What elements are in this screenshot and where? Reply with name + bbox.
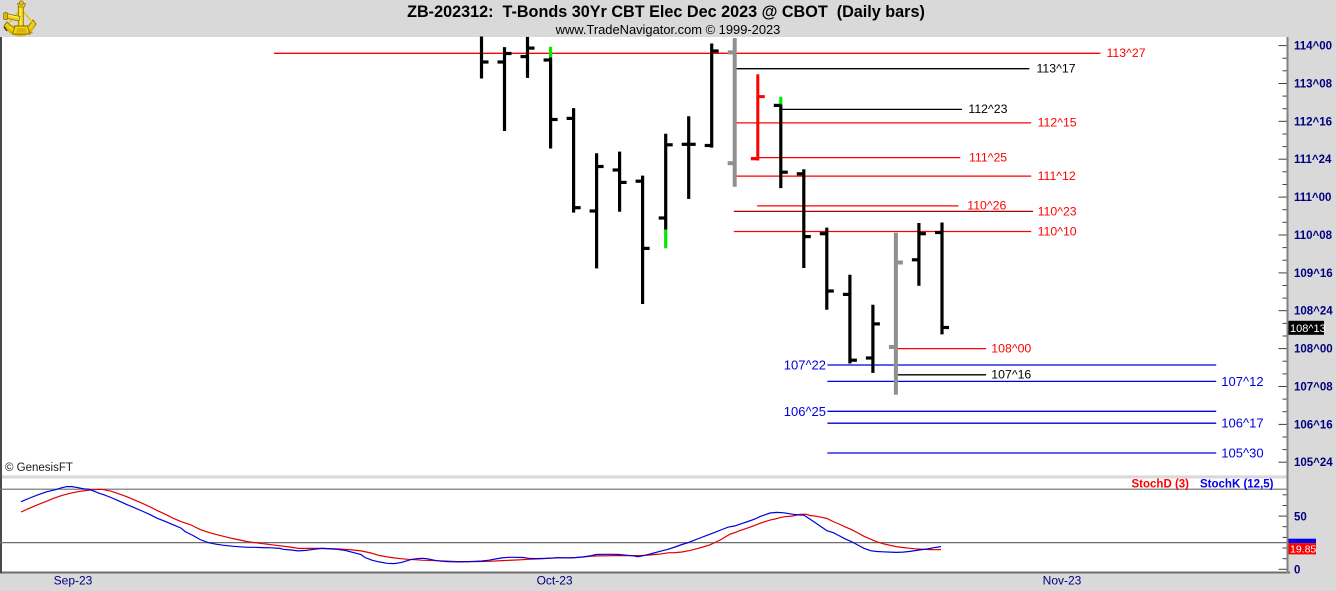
svg-text:112^15: 112^15 bbox=[1038, 116, 1077, 130]
svg-text:© GenesisFT: © GenesisFT bbox=[5, 462, 73, 474]
svg-text:111^24: 111^24 bbox=[1294, 154, 1332, 166]
svg-text:111^00: 111^00 bbox=[1294, 192, 1331, 204]
svg-text:108^13: 108^13 bbox=[1290, 323, 1326, 335]
svg-text:110^26: 110^26 bbox=[967, 199, 1006, 213]
svg-text:Oct-23: Oct-23 bbox=[537, 574, 573, 588]
svg-text:108^00: 108^00 bbox=[991, 341, 1031, 355]
svg-text:Nov-23: Nov-23 bbox=[1043, 574, 1082, 588]
svg-text:110^10: 110^10 bbox=[1038, 225, 1077, 239]
svg-text:107^22: 107^22 bbox=[784, 358, 826, 373]
svg-text:109^16: 109^16 bbox=[1294, 268, 1333, 280]
svg-text:111^12: 111^12 bbox=[1038, 169, 1076, 183]
svg-text:ZB-202312: T-Bonds 30Yr CBT E: ZB-202312: T-Bonds 30Yr CBT Elec Dec 202… bbox=[407, 3, 925, 21]
svg-text:111^25: 111^25 bbox=[969, 150, 1007, 164]
svg-text:StochK (12,5): StochK (12,5) bbox=[1200, 479, 1274, 491]
svg-text:19.85: 19.85 bbox=[1290, 544, 1316, 556]
svg-text:107^12: 107^12 bbox=[1221, 374, 1263, 389]
svg-text:114^00: 114^00 bbox=[1294, 41, 1332, 53]
svg-text:108^24: 108^24 bbox=[1294, 306, 1333, 318]
svg-text:113^17: 113^17 bbox=[1037, 62, 1076, 76]
svg-text:107^16: 107^16 bbox=[991, 368, 1031, 382]
svg-text:108^00: 108^00 bbox=[1294, 344, 1333, 356]
svg-text:110^08: 110^08 bbox=[1294, 230, 1333, 242]
svg-text:50: 50 bbox=[1294, 512, 1307, 524]
svg-text:112^16: 112^16 bbox=[1294, 116, 1332, 128]
svg-text:Sep-23: Sep-23 bbox=[54, 574, 93, 588]
svg-text:113^08: 113^08 bbox=[1294, 79, 1333, 91]
svg-text:110^23: 110^23 bbox=[1038, 205, 1077, 219]
svg-text:www.TradeNavigator.com © 1999-: www.TradeNavigator.com © 1999-2023 bbox=[555, 22, 781, 37]
svg-text:112^23: 112^23 bbox=[968, 102, 1007, 116]
svg-text:105^24: 105^24 bbox=[1294, 457, 1333, 469]
svg-text:106^25: 106^25 bbox=[784, 404, 826, 419]
svg-text:0: 0 bbox=[1294, 564, 1300, 576]
svg-text:113^27: 113^27 bbox=[1107, 46, 1146, 60]
svg-text:StochD (3): StochD (3) bbox=[1132, 479, 1190, 491]
svg-text:106^16: 106^16 bbox=[1294, 419, 1333, 431]
svg-text:106^17: 106^17 bbox=[1221, 416, 1263, 431]
svg-text:105^30: 105^30 bbox=[1221, 446, 1263, 461]
svg-text:107^08: 107^08 bbox=[1294, 382, 1333, 394]
